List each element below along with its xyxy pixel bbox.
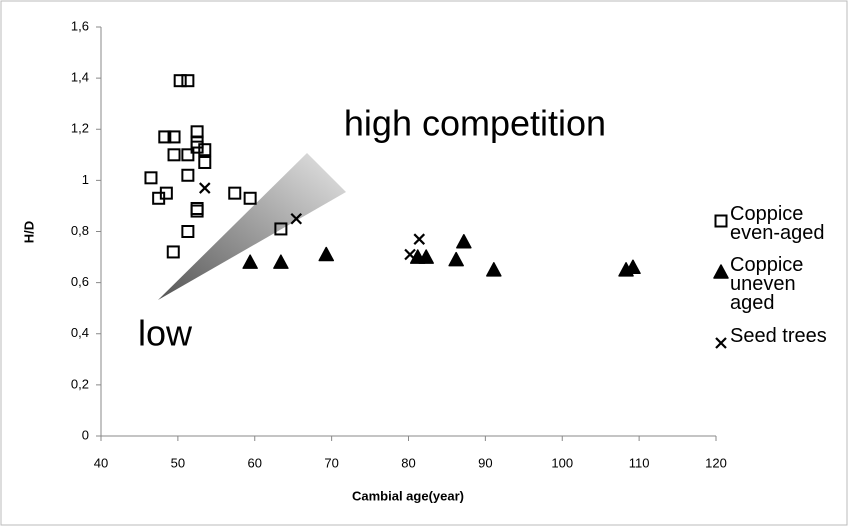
x-tick-label: 80 — [401, 455, 415, 470]
point — [448, 251, 464, 267]
x-tick-label: 110 — [629, 455, 650, 470]
x-tick-label: 120 — [705, 455, 727, 470]
point — [198, 155, 212, 169]
point — [242, 254, 258, 269]
point — [158, 130, 172, 144]
point — [404, 248, 416, 261]
legend-label: Coppice uneven aged — [730, 254, 804, 314]
point — [413, 233, 426, 245]
point — [713, 264, 729, 279]
point — [181, 74, 195, 88]
y-tick-label: 1,2 — [71, 121, 89, 136]
legend-symbol — [715, 337, 727, 349]
point — [190, 140, 204, 154]
y-tick-label: 1 — [82, 172, 89, 187]
y-tick-label: 0 — [82, 427, 89, 442]
point — [273, 254, 289, 269]
y-tick-label: 0,4 — [71, 325, 89, 340]
point — [714, 214, 728, 228]
point — [198, 143, 212, 157]
x-tick-label: 50 — [171, 455, 185, 470]
point — [144, 171, 158, 185]
point — [167, 130, 181, 144]
point — [418, 249, 434, 264]
legend-label: Seed trees — [730, 325, 827, 347]
y-tick-label: 0,2 — [71, 376, 89, 391]
point — [486, 262, 502, 277]
point — [159, 186, 173, 200]
point — [190, 204, 204, 218]
point — [290, 212, 303, 225]
point — [181, 225, 195, 238]
x-tick-label: 100 — [551, 455, 573, 470]
x-axis-label: Cambial age(year) — [352, 488, 464, 503]
legend-symbol — [714, 214, 728, 228]
y-tick-label: 0,6 — [71, 274, 89, 289]
point — [456, 233, 472, 249]
point — [181, 148, 195, 162]
y-tick-label: 0,8 — [71, 223, 89, 238]
annotation: low — [138, 313, 193, 354]
point — [181, 168, 195, 182]
x-tick-label: 40 — [94, 455, 108, 470]
point — [228, 186, 242, 200]
legend-entry: Coppice even-aged — [712, 203, 840, 244]
point — [173, 74, 187, 88]
point — [274, 222, 288, 236]
point — [625, 259, 641, 275]
x-tick-label: 90 — [478, 455, 492, 470]
point — [318, 246, 334, 262]
point — [199, 182, 211, 194]
legend-entry: Seed trees — [712, 325, 840, 351]
x-tick-label: 70 — [324, 455, 338, 470]
point — [167, 148, 181, 162]
legend-label: Coppice even-aged — [730, 203, 825, 244]
y-tick-label: 1,6 — [71, 18, 89, 33]
point — [715, 337, 727, 349]
y-tick-label: 1,4 — [71, 70, 89, 85]
y-axis-label: H/D — [21, 221, 36, 243]
legend-symbol — [713, 264, 729, 279]
point — [166, 245, 180, 259]
x-tick-label: 60 — [248, 455, 262, 470]
point — [243, 191, 257, 205]
legend-entry: Coppice uneven aged — [712, 254, 840, 314]
competition-wedge — [158, 153, 346, 300]
annotation: high competition — [344, 103, 606, 144]
